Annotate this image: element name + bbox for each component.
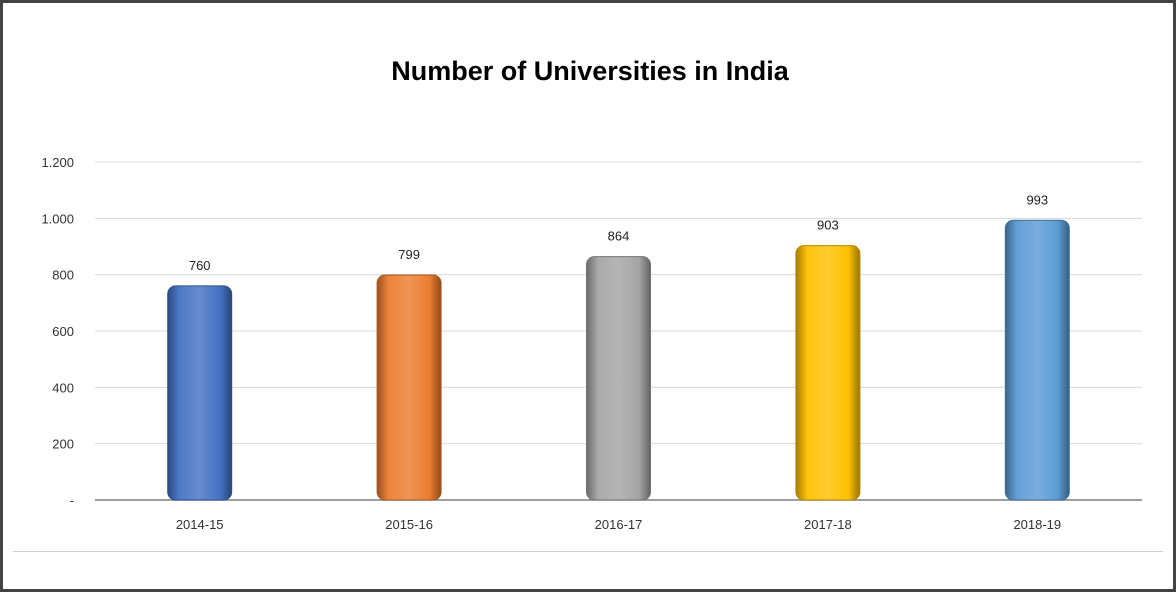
- y-tick-label: 1.200: [41, 155, 74, 170]
- x-tick-label: 2016-17: [595, 517, 643, 532]
- data-label: 903: [817, 218, 839, 233]
- y-tick-label: 600: [52, 324, 74, 339]
- x-tick-label: 2017-18: [804, 517, 852, 532]
- frame-divider: [13, 551, 1163, 552]
- x-axis-ticks: 2014-15 2015-16 2016-17 2017-18 2018-19: [176, 517, 1061, 532]
- y-tick-label: 800: [52, 268, 74, 283]
- data-label: 760: [189, 258, 211, 273]
- bar-2017-18: [795, 245, 861, 501]
- data-label: 864: [608, 229, 630, 244]
- x-tick-label: 2014-15: [176, 517, 224, 532]
- bar-2016-17: [586, 256, 651, 501]
- bar-2015-16: [376, 274, 442, 501]
- x-tick-label: 2018-19: [1013, 517, 1061, 532]
- data-label: 799: [398, 247, 420, 262]
- data-labels: 760 799 864 903 993: [189, 192, 1048, 273]
- bars: [167, 219, 1070, 501]
- y-tick-label: 400: [52, 380, 74, 395]
- y-tick-label: 200: [52, 437, 74, 452]
- x-tick-label: 2015-16: [385, 517, 433, 532]
- y-tick-label: 1.000: [41, 211, 74, 226]
- y-tick-label: -: [70, 493, 74, 508]
- data-label: 993: [1026, 192, 1048, 207]
- y-axis-ticks: - 200 400 600 800 1.000 1.200: [41, 155, 74, 508]
- bar-2018-19: [1004, 219, 1070, 501]
- bar-2014-15: [167, 285, 233, 501]
- chart-title: Number of Universities in India: [391, 56, 790, 86]
